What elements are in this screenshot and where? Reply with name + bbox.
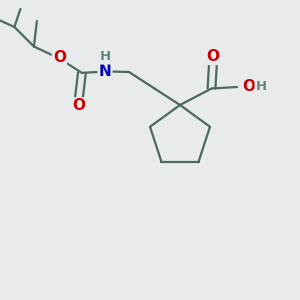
Text: O: O [242, 80, 255, 94]
Text: O: O [72, 98, 86, 113]
Text: N: N [99, 64, 111, 79]
Text: O: O [53, 50, 66, 65]
Text: H: H [99, 50, 111, 64]
Text: H: H [256, 80, 267, 94]
Text: O: O [206, 49, 220, 64]
